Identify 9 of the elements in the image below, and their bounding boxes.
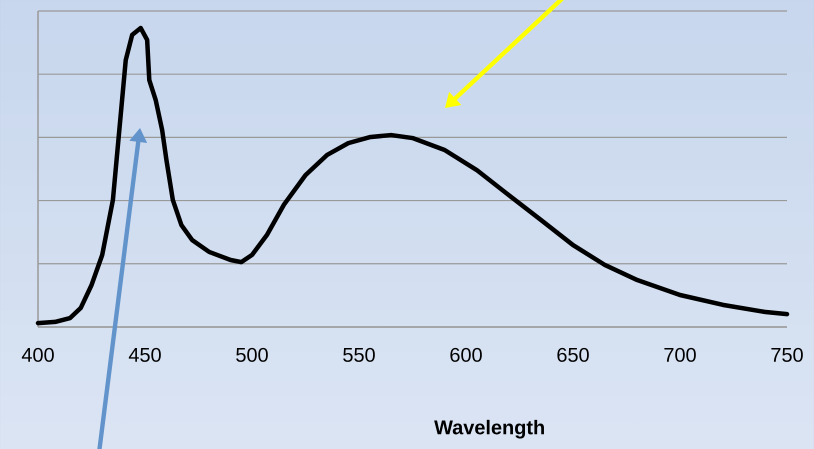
x-tick-label: 700	[664, 348, 696, 362]
x-tick-label: 450	[128, 348, 161, 362]
x-tick-label: 600	[450, 348, 482, 362]
x-tick-label: 750	[771, 348, 803, 362]
x-tick-label: 550	[343, 348, 375, 362]
x-tick-label: 650	[557, 348, 589, 362]
x-tick-label: 500	[236, 348, 268, 362]
x-axis-title: Wavelength	[434, 420, 544, 438]
x-tick-label: 400	[22, 348, 54, 362]
